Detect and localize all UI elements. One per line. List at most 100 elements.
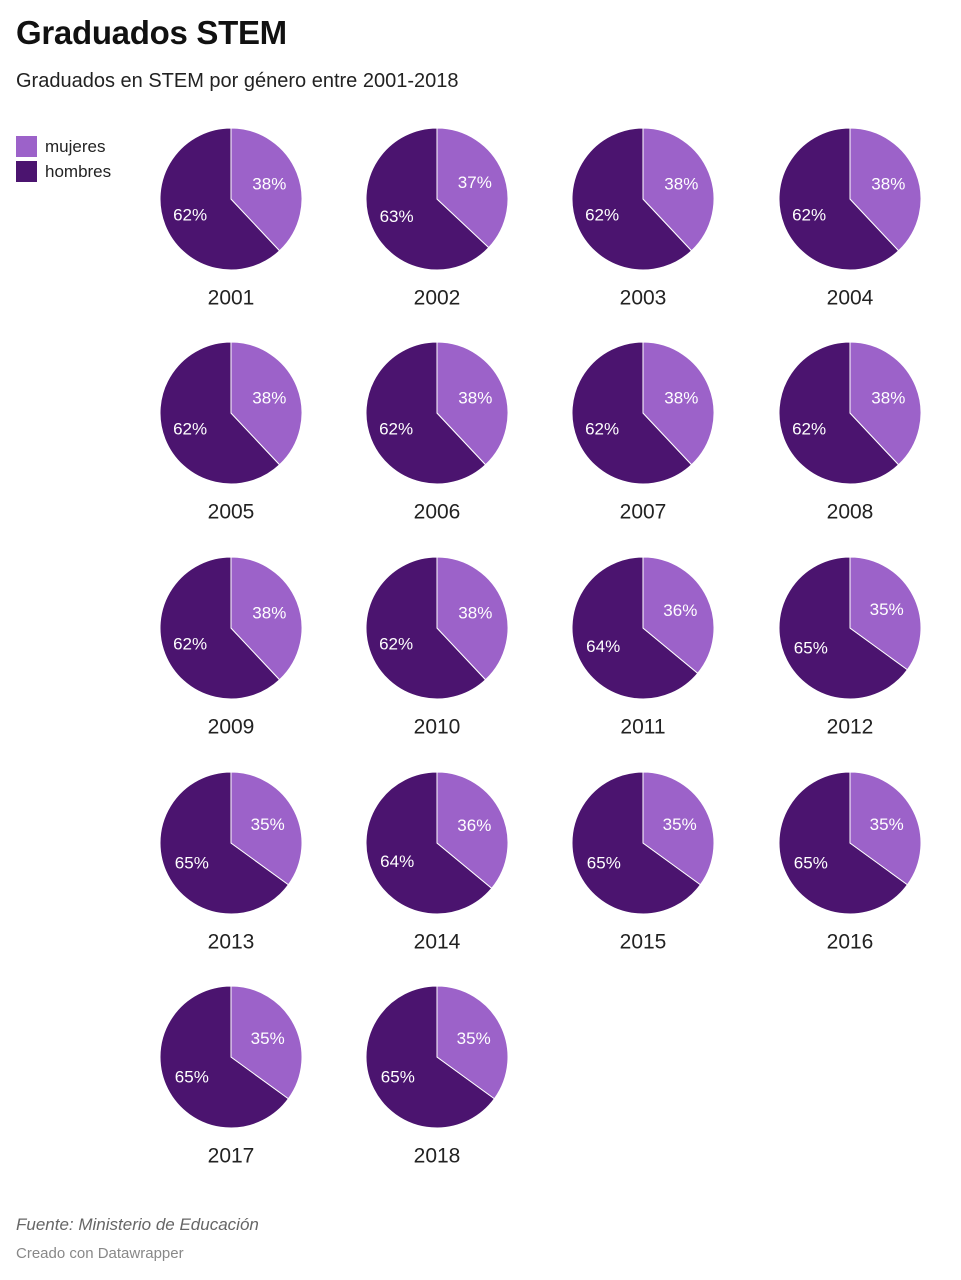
label-hombres-2004: 62% [792,206,826,225]
slice-mujeres-2004 [849,127,922,252]
slice-hombres-2003 [571,127,693,271]
slice-mujeres-2001 [230,127,303,252]
label-mujeres-2018: 35% [457,1029,491,1048]
label-mujeres-2003: 38% [664,174,698,193]
label-mujeres-2008: 38% [871,388,905,407]
slice-hombres-2007 [571,341,693,485]
chart-title: Graduados STEM [16,14,287,51]
legend: mujeres hombres [16,134,111,184]
slice-mujeres-2011 [642,556,715,674]
slice-mujeres-2016 [849,771,922,886]
year-label-2018: 2018 [414,1145,461,1168]
pie-2003: 38% 62% 2003 [571,127,715,310]
label-hombres-2012: 65% [794,639,828,658]
slice-mujeres-2007 [642,341,715,466]
label-mujeres-2012: 35% [870,600,904,619]
slice-hombres-2006 [365,341,487,485]
label-hombres-2006: 62% [379,420,413,439]
pie-2001: 38% 62% 2001 [159,127,303,310]
year-label-2004: 2004 [827,287,874,310]
year-label-2010: 2010 [414,716,461,739]
label-hombres-2017: 65% [175,1068,209,1087]
slice-mujeres-2014 [436,771,509,889]
slice-mujeres-2013 [230,771,303,886]
pie-2016: 35% 65% 2016 [778,771,922,954]
label-mujeres-2004: 38% [871,174,905,193]
pie-2009: 38% 62% 2009 [159,556,303,739]
label-mujeres-2017: 35% [251,1029,285,1048]
label-hombres-2014: 64% [380,852,414,871]
slice-hombres-2008 [778,341,900,485]
pie-grid: 38% 62% 2001 37% 63% 2002 38% 62% 2003 38% 62% 2004… [159,127,922,1168]
pie-2010: 38% 62% 2010 [365,556,509,739]
slice-mujeres-2008 [849,341,922,466]
slice-hombres-2004 [778,127,900,271]
year-label-2008: 2008 [827,501,874,524]
label-hombres-2002: 63% [380,207,414,226]
label-hombres-2011: 64% [586,637,620,656]
legend-item-mujeres: mujeres [16,134,111,159]
slice-hombres-2011 [571,556,699,700]
label-mujeres-2006: 38% [458,388,492,407]
label-hombres-2007: 62% [585,420,619,439]
pie-2012: 35% 65% 2012 [778,556,922,739]
source-note: Fuente: Ministerio de Educación [16,1215,259,1234]
credit-note: Creado con Datawrapper [16,1245,184,1262]
slice-hombres-2009 [159,556,281,700]
year-label-2006: 2006 [414,501,461,524]
pie-2018: 35% 65% 2018 [365,985,509,1168]
year-label-2001: 2001 [208,287,255,310]
label-mujeres-2001: 38% [252,174,286,193]
label-mujeres-2015: 35% [663,815,697,834]
year-label-2015: 2015 [620,931,667,954]
slice-hombres-2015 [571,771,702,915]
year-label-2002: 2002 [414,287,461,310]
label-hombres-2005: 62% [173,420,207,439]
legend-label-hombres: hombres [45,161,112,181]
slice-mujeres-2002 [436,127,509,249]
year-label-2017: 2017 [208,1145,255,1168]
pie-2007: 38% 62% 2007 [571,341,715,524]
slice-hombres-2013 [159,771,290,915]
pie-2013: 35% 65% 2013 [159,771,303,954]
year-label-2009: 2009 [208,716,255,739]
pie-2011: 36% 64% 2011 [571,556,715,739]
legend-swatch-hombres [16,161,37,182]
pie-2014: 36% 64% 2014 [365,771,509,954]
label-hombres-2013: 65% [175,854,209,873]
legend-item-hombres: hombres [16,159,111,184]
legend-swatch-mujeres [16,136,37,157]
year-label-2012: 2012 [827,716,874,739]
slice-mujeres-2005 [230,341,303,466]
label-hombres-2015: 65% [587,854,621,873]
slice-mujeres-2010 [436,556,509,681]
slice-mujeres-2017 [230,985,303,1100]
year-label-2014: 2014 [414,931,461,954]
label-mujeres-2014: 36% [457,816,491,835]
slice-mujeres-2018 [436,985,509,1100]
label-hombres-2009: 62% [173,635,207,654]
label-hombres-2018: 65% [381,1068,415,1087]
slice-hombres-2001 [159,127,281,271]
slice-mujeres-2009 [230,556,303,681]
year-label-2005: 2005 [208,501,255,524]
label-mujeres-2002: 37% [458,173,492,192]
label-mujeres-2013: 35% [251,815,285,834]
pie-2004: 38% 62% 2004 [778,127,922,310]
label-hombres-2003: 62% [585,206,619,225]
slice-mujeres-2012 [849,556,922,671]
label-hombres-2016: 65% [794,854,828,873]
pie-2008: 38% 62% 2008 [778,341,922,524]
pie-2015: 35% 65% 2015 [571,771,715,954]
year-label-2003: 2003 [620,287,667,310]
slice-hombres-2014 [365,771,493,915]
slice-hombres-2017 [159,985,290,1129]
chart-subtitle: Graduados en STEM por género entre 2001-… [16,70,459,92]
slice-mujeres-2003 [642,127,715,252]
label-mujeres-2016: 35% [870,815,904,834]
slice-hombres-2018 [365,985,496,1129]
label-mujeres-2005: 38% [252,388,286,407]
pie-2002: 37% 63% 2002 [365,127,509,310]
pie-2005: 38% 62% 2005 [159,341,303,524]
label-hombres-2001: 62% [173,206,207,225]
